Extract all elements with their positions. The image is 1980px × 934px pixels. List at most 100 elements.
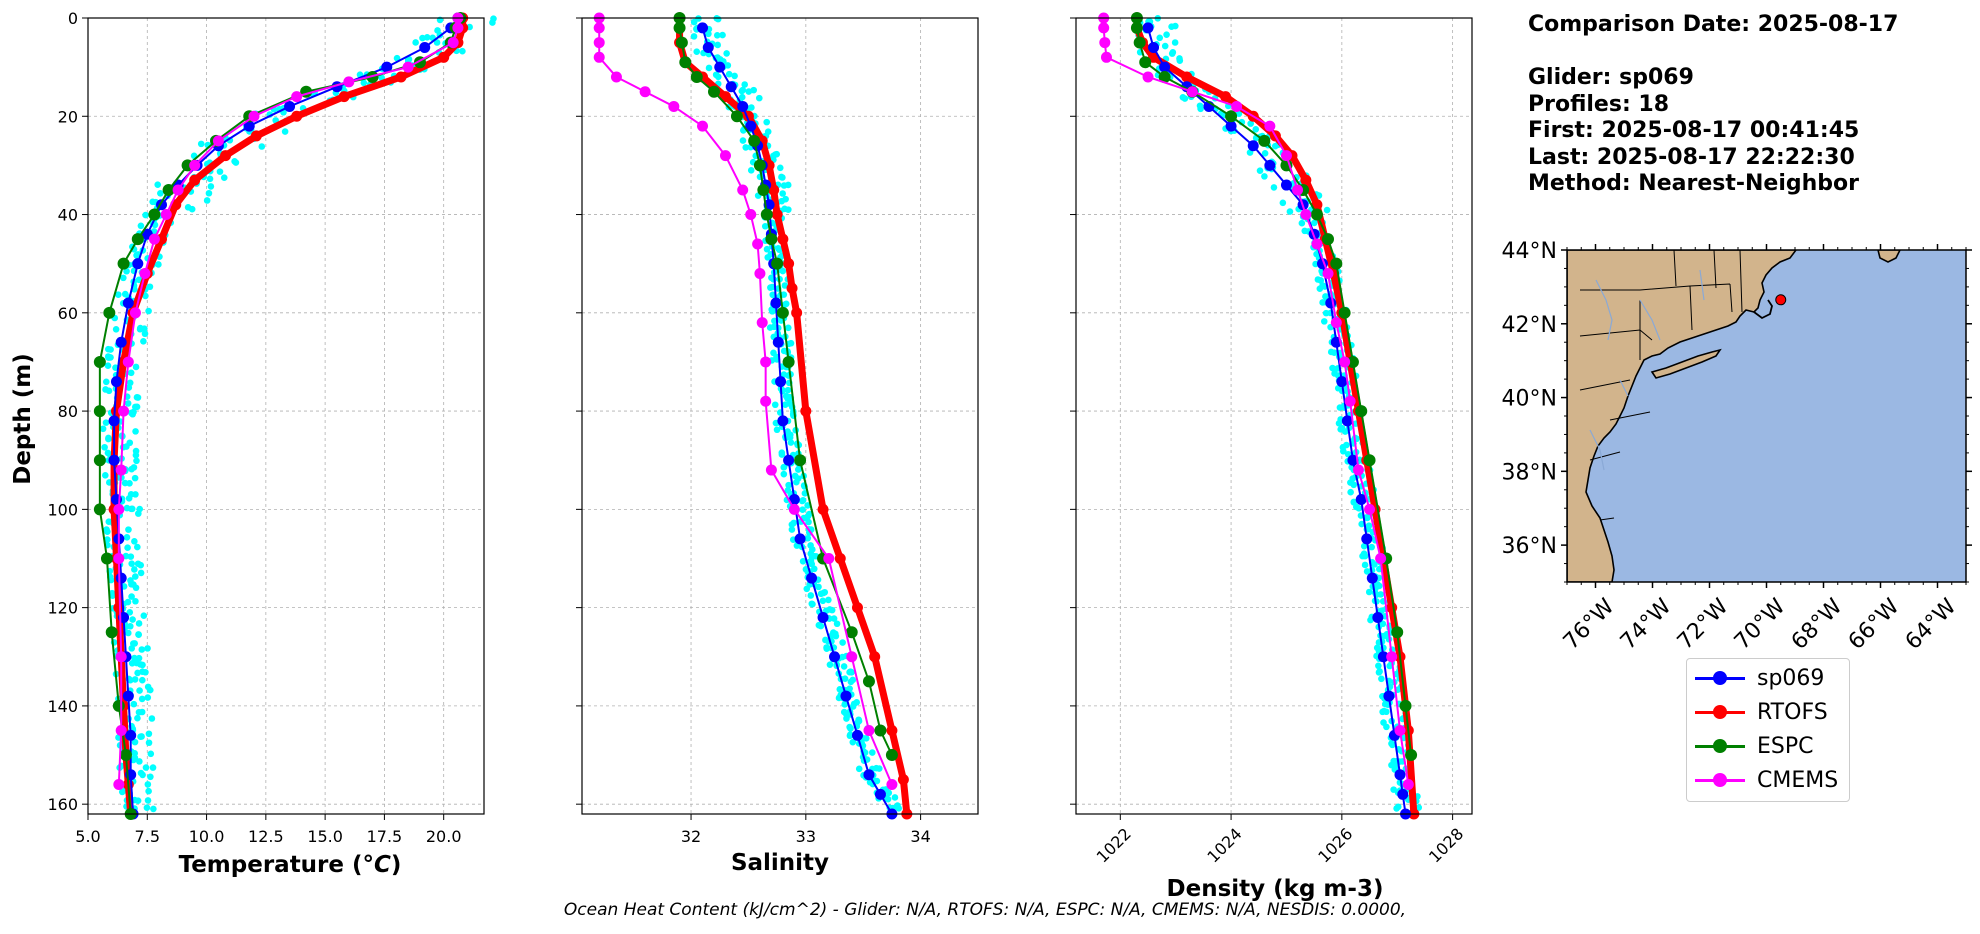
density-profile-point xyxy=(1394,803,1402,811)
temperature-cmems-point xyxy=(172,184,184,196)
salinity-rtofs-point xyxy=(777,233,789,245)
salinity-profile-point xyxy=(847,725,854,732)
salinity-profile-point xyxy=(810,552,817,560)
density-profile-point xyxy=(1375,662,1382,670)
salinity-profile-point xyxy=(785,481,792,489)
density-espc-point xyxy=(1391,626,1404,639)
salinity-espc-point xyxy=(757,183,770,196)
temperature-espc-point xyxy=(105,626,118,639)
salinity-espc-point xyxy=(874,724,887,737)
legend-label: sp069 xyxy=(1757,666,1825,691)
salinity-profile-point xyxy=(828,606,836,614)
density-profile-point xyxy=(1171,39,1179,46)
density-axes-frame xyxy=(1075,17,1473,815)
salinity-cmems-point xyxy=(756,317,768,329)
temperature-profile-point xyxy=(136,758,143,765)
temperature-cmems-point xyxy=(291,91,303,103)
density-sp069-point xyxy=(1372,611,1384,623)
salinity-sp069-point xyxy=(817,611,829,623)
map-cape-cod xyxy=(1753,299,1773,320)
temperature-cmems-point xyxy=(212,135,224,147)
density-profile-point xyxy=(1374,580,1381,588)
map-lat-label: 36°N xyxy=(1502,534,1557,559)
temperature-profile-point xyxy=(131,754,139,761)
temperature-sp069-point xyxy=(122,690,134,702)
salinity-profile-point xyxy=(804,502,811,509)
density-profile-point xyxy=(1378,675,1385,683)
salinity-profile-point xyxy=(815,583,822,591)
density-profile-point xyxy=(1163,31,1170,38)
density-rtofs-point xyxy=(1386,602,1398,614)
ohc-footer: Ocean Heat Content (kJ/cm^2) - Glider: N… xyxy=(563,900,1407,920)
salinity-profile-point xyxy=(891,794,899,801)
salinity-profile-point xyxy=(799,557,807,565)
density-profile-point xyxy=(1272,142,1279,150)
temperature-profile-point xyxy=(128,465,135,473)
location-map: 36°N 38°N 40°N 42°N 44°N 76°W74°W72°W70°W68°W… xyxy=(1502,239,1972,655)
salinity-x-tick-label: 32 xyxy=(681,827,701,846)
density-profile-point xyxy=(1323,206,1331,214)
temperature-profile-point xyxy=(128,593,135,600)
density-sp069-point xyxy=(1341,415,1353,427)
salinity-profile-point xyxy=(793,478,800,486)
salinity-x-tick-label: 34 xyxy=(910,827,930,846)
temperature-profile-point xyxy=(128,645,136,652)
temperature-cmems-point xyxy=(122,356,134,368)
temperature-cmems-point xyxy=(115,724,127,736)
temperature-x-tick-label: 20.0 xyxy=(426,827,462,846)
info-gap xyxy=(1528,39,1898,66)
temperature-profile-point xyxy=(142,292,149,300)
temperature-rtofs-point xyxy=(189,174,201,186)
salinity-profile-point xyxy=(782,195,789,203)
salinity-sp069-point xyxy=(772,336,784,348)
salinity-sp069-point xyxy=(794,533,806,545)
density-profile-point xyxy=(1331,370,1338,377)
salinity-sp069-point xyxy=(840,690,852,702)
salinity-profile-point xyxy=(745,88,753,95)
temperature-y-tick-label: 100 xyxy=(47,500,78,519)
temperature-sp069-point xyxy=(115,572,127,584)
salinity-espc-point xyxy=(794,454,807,467)
density-profile-point xyxy=(1179,93,1187,101)
salinity-sp069-point xyxy=(702,41,714,53)
salinity-profile-point xyxy=(807,542,814,549)
temperature-profile-point xyxy=(145,730,153,738)
salinity-profile-point xyxy=(763,245,771,253)
temperature-y-tick-label: 40 xyxy=(58,206,78,225)
salinity-cmems-point xyxy=(754,268,766,280)
salinity-profile-point xyxy=(846,731,854,738)
map-state-borders xyxy=(1579,250,1743,521)
temperature-profile-point xyxy=(124,400,132,407)
map-rivers xyxy=(1589,269,1705,471)
density-espc-point xyxy=(1225,110,1238,123)
density-cmems-point xyxy=(1264,120,1276,132)
salinity-profile-point xyxy=(780,470,788,478)
density-profile-point xyxy=(1168,23,1175,30)
temperature-cmems-point xyxy=(248,110,260,122)
temperature-espc-point xyxy=(100,552,113,565)
salinity-rtofs-point xyxy=(869,651,881,663)
temperature-profile-point xyxy=(145,787,152,795)
temperature-x-tick-label: 15.0 xyxy=(307,827,343,846)
density-espc-point xyxy=(1139,56,1152,69)
salinity-profile-point xyxy=(849,738,857,746)
temperature-profile-point xyxy=(135,654,143,662)
density-rtofs-point xyxy=(1311,199,1323,211)
salinity-profile-point xyxy=(788,521,796,528)
density-cmems-point xyxy=(1311,238,1323,250)
salinity-profile-point xyxy=(723,50,730,57)
density-sp069-point xyxy=(1247,140,1259,152)
legend: sp069 RTOFS ESPC CMEMS xyxy=(1686,658,1850,802)
legend-item-cmems: CMEMS xyxy=(1687,763,1849,797)
salinity-profile-point xyxy=(884,795,892,803)
salinity-profile-point xyxy=(739,137,747,144)
temperature-cmems-line xyxy=(117,18,459,785)
temperature-profile-point xyxy=(134,714,141,722)
salinity-espc-point xyxy=(765,233,778,246)
salinity-cmems-point xyxy=(752,238,764,250)
temperature-espc-point xyxy=(162,183,175,196)
salinity-rtofs-point xyxy=(800,405,812,417)
salinity-cmems-point xyxy=(788,503,800,515)
temperature-profile-point xyxy=(143,804,151,811)
temperature-profile-point xyxy=(142,764,150,771)
